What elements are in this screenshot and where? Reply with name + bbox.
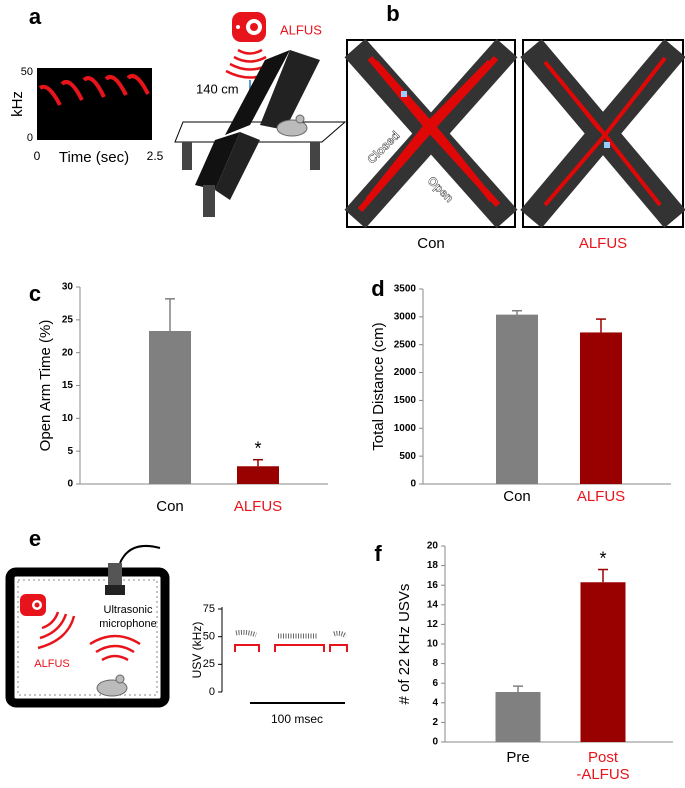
y-tick-label: 5: [67, 446, 73, 457]
y-tick-label: 25: [62, 314, 74, 325]
bar: [495, 692, 541, 742]
significance-mark: *: [254, 438, 261, 458]
bar: [149, 330, 191, 484]
group-label: ALFUS: [579, 235, 627, 252]
y-tick-label: 0: [27, 132, 33, 144]
y-axis-label: kHz: [9, 91, 26, 117]
y-tick-label: 3500: [394, 284, 417, 295]
x-tick-label: ALFUS: [577, 488, 625, 505]
y-tick-label: 500: [399, 451, 416, 462]
significance-mark: *: [599, 548, 606, 568]
panel-letter: d: [371, 276, 384, 301]
y-tick-label: 4: [432, 697, 438, 708]
panel-letter: f: [374, 541, 382, 566]
setup-drawing: [174, 12, 347, 217]
y-axis-label: USV (kHz): [190, 622, 204, 679]
panel-letter: c: [29, 281, 41, 306]
microphone-label: Ultrasonic: [104, 604, 153, 616]
y-tick-label: 25: [203, 658, 215, 670]
y-tick-label: 2500: [394, 339, 417, 350]
device-label: ALFUS: [34, 658, 69, 670]
x-tick-label: 0: [34, 149, 41, 163]
y-tick-label: 2000: [394, 367, 417, 378]
panel-letter: b: [386, 1, 399, 26]
x-tick-label: Pre: [506, 749, 529, 766]
y-tick-label: 18: [427, 560, 439, 571]
y-tick-label: 6: [432, 678, 438, 689]
y-tick-label: 0: [410, 479, 416, 490]
y-tick-label: 0: [67, 479, 73, 490]
y-tick-label: 10: [427, 639, 439, 650]
y-tick-label: 3000: [394, 311, 417, 322]
bar: [237, 466, 279, 484]
panel-letter: e: [29, 526, 41, 551]
microphone-label: microphone: [99, 618, 156, 630]
y-tick-label: 30: [62, 282, 74, 293]
bar: [496, 314, 538, 484]
y-tick-label: 1500: [394, 395, 417, 406]
panel-letter: a: [29, 4, 42, 29]
x-tick-label: Con: [503, 488, 531, 505]
bar: [580, 582, 626, 742]
x-tick-label: ALFUS: [234, 498, 282, 515]
y-tick-label: 8: [432, 658, 438, 669]
x-tick-label: Con: [156, 498, 184, 515]
y-tick-label: 20: [427, 541, 439, 552]
distance-label: 140 cm: [196, 81, 239, 96]
x-axis-label: Time (sec): [59, 149, 129, 166]
maze-tracking: [344, 38, 685, 229]
x-tick-label: 2.5: [147, 149, 164, 163]
device-label: ALFUS: [280, 22, 322, 37]
y-tick-label: 12: [427, 619, 439, 630]
y-tick-label: 0: [432, 737, 438, 748]
y-tick-label: 15: [62, 380, 74, 391]
y-tick-label: 1000: [394, 423, 417, 434]
scale-label: 100 msec: [271, 712, 323, 726]
group-label: Con: [417, 235, 445, 252]
y-tick-label: 0: [209, 686, 215, 698]
y-tick-label: 20: [62, 347, 74, 358]
spectrogram-calls: [38, 74, 150, 106]
y-axis-label: Open Arm Time (%): [37, 320, 54, 452]
y-tick-label: 75: [203, 603, 215, 615]
y-axis-label: # of 22 KHz USVs: [396, 584, 413, 705]
bar: [580, 332, 622, 484]
y-tick-label: 50: [203, 631, 215, 643]
y-tick-label: 10: [62, 413, 74, 424]
x-tick-label: Post -ALFUS: [576, 749, 629, 783]
usv-trace: [234, 629, 348, 704]
chamber-drawing: [5, 544, 170, 708]
y-axis-label: Total Distance (cm): [370, 322, 387, 450]
y-tick-label: 16: [427, 580, 439, 591]
y-tick-label: 2: [432, 717, 438, 728]
y-tick-label: 14: [427, 599, 439, 610]
y-tick-label: 50: [21, 66, 33, 78]
